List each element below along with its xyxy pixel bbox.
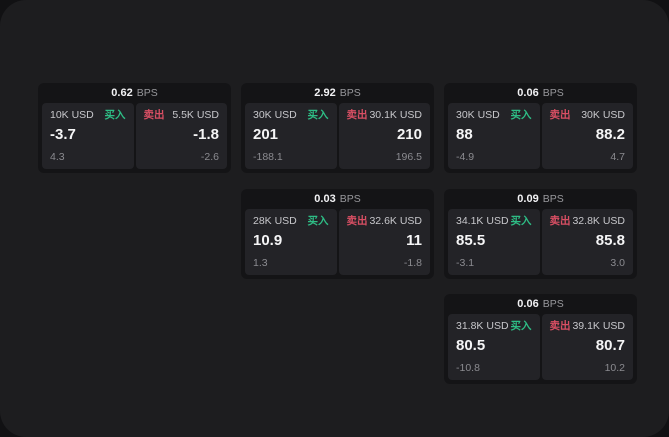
bps-value: 0.06: [517, 297, 539, 310]
buy-label: 买入: [307, 215, 329, 227]
sell-amount: 39.1K USD: [572, 320, 625, 332]
sell-change: 4.7: [610, 150, 625, 163]
sell-label: 卖出: [346, 215, 368, 227]
sell-change: -1.8: [403, 256, 422, 269]
sell-price: 210: [396, 125, 422, 143]
quote-card: 0.03 BPS 28K USD 买入 10.9 1.3 卖出 32.6K US…: [241, 189, 434, 279]
card-header: 0.03 BPS: [241, 189, 434, 209]
buy-change: 1.3: [253, 256, 268, 269]
buy-label: 买入: [510, 215, 532, 227]
bps-value: 0.03: [314, 192, 336, 205]
buy-panel[interactable]: 34.1K USD 买入 85.5 -3.1: [448, 209, 540, 275]
sell-panel[interactable]: 卖出 30.1K USD 210 196.5: [338, 103, 430, 169]
buy-label: 买入: [510, 320, 532, 332]
card-body: 30K USD 买入 88 -4.9 卖出 30K USD 88.2 4.7: [444, 103, 637, 173]
buy-amount: 30K USD: [456, 109, 500, 121]
sell-price: 88.2: [595, 125, 625, 143]
buy-panel[interactable]: 31.8K USD 买入 80.5 -10.8: [448, 314, 540, 380]
sell-change: 196.5: [395, 150, 422, 163]
sell-amount: 30K USD: [581, 109, 625, 121]
quote-card: 2.92 BPS 30K USD 买入 201 -188.1 卖出 30.1K …: [241, 83, 434, 173]
buy-price: 80.5: [456, 336, 486, 354]
sell-panel[interactable]: 卖出 39.1K USD 80.7 10.2: [541, 314, 633, 380]
sell-price: 80.7: [595, 336, 625, 354]
card-header: 0.06 BPS: [444, 294, 637, 314]
buy-amount: 34.1K USD: [456, 215, 509, 227]
card-body: 28K USD 买入 10.9 1.3 卖出 32.6K USD 11 -1.8: [241, 209, 434, 279]
bps-unit-label: BPS: [542, 86, 564, 99]
sell-label: 卖出: [549, 320, 571, 332]
buy-amount: 30K USD: [253, 109, 297, 121]
buy-panel[interactable]: 30K USD 买入 201 -188.1: [245, 103, 337, 169]
buy-change: -188.1: [253, 150, 283, 163]
card-body: 10K USD 买入 -3.7 4.3 卖出 5.5K USD -1.8 -2.…: [38, 103, 231, 173]
card-header: 2.92 BPS: [241, 83, 434, 103]
bps-value: 0.06: [517, 86, 539, 99]
buy-panel[interactable]: 28K USD 买入 10.9 1.3: [245, 209, 337, 275]
sell-price: 85.8: [595, 231, 625, 249]
card-header: 0.62 BPS: [38, 83, 231, 103]
sell-amount: 32.6K USD: [369, 215, 422, 227]
buy-label: 买入: [104, 109, 126, 121]
sell-label: 卖出: [143, 109, 165, 121]
bps-value: 2.92: [314, 86, 336, 99]
buy-change: -4.9: [456, 150, 475, 163]
sell-label: 卖出: [549, 109, 571, 121]
sell-panel[interactable]: 卖出 32.6K USD 11 -1.8: [338, 209, 430, 275]
buy-price: -3.7: [50, 125, 76, 143]
sell-amount: 30.1K USD: [369, 109, 422, 121]
buy-amount: 31.8K USD: [456, 320, 509, 332]
buy-change: 4.3: [50, 150, 65, 163]
bps-unit-label: BPS: [339, 86, 361, 99]
card-header: 0.09 BPS: [444, 189, 637, 209]
sell-label: 卖出: [346, 109, 368, 121]
sell-price: 11: [406, 231, 422, 249]
sell-panel[interactable]: 卖出 5.5K USD -1.8 -2.6: [135, 103, 227, 169]
buy-panel[interactable]: 30K USD 买入 88 -4.9: [448, 103, 540, 169]
card-body: 34.1K USD 买入 85.5 -3.1 卖出 32.8K USD 85.8…: [444, 209, 637, 279]
buy-amount: 28K USD: [253, 215, 297, 227]
buy-change: -3.1: [456, 256, 475, 269]
buy-price: 88: [456, 125, 473, 143]
sell-panel[interactable]: 卖出 32.8K USD 85.8 3.0: [541, 209, 633, 275]
sell-panel[interactable]: 卖出 30K USD 88.2 4.7: [541, 103, 633, 169]
quote-card: 0.06 BPS 30K USD 买入 88 -4.9 卖出 30K USD 8…: [444, 83, 637, 173]
bps-unit-label: BPS: [136, 86, 158, 99]
buy-label: 买入: [510, 109, 532, 121]
bps-value: 0.62: [111, 86, 133, 99]
sell-price: -1.8: [193, 125, 219, 143]
sell-change: 3.0: [610, 256, 625, 269]
buy-price: 201: [253, 125, 279, 143]
buy-change: -10.8: [456, 361, 480, 374]
bps-value: 0.09: [517, 192, 539, 205]
buy-price: 85.5: [456, 231, 486, 249]
bps-unit-label: BPS: [542, 192, 564, 205]
buy-price: 10.9: [253, 231, 283, 249]
sell-change: 10.2: [604, 361, 625, 374]
quote-card: 0.06 BPS 31.8K USD 买入 80.5 -10.8 卖出 39.1…: [444, 294, 637, 384]
quote-card: 0.09 BPS 34.1K USD 买入 85.5 -3.1 卖出 32.8K…: [444, 189, 637, 279]
card-header: 0.06 BPS: [444, 83, 637, 103]
sell-label: 卖出: [549, 215, 571, 227]
sell-change: -2.6: [200, 150, 219, 163]
quote-card: 0.62 BPS 10K USD 买入 -3.7 4.3 卖出 5.5K USD…: [38, 83, 231, 173]
sell-amount: 32.8K USD: [572, 215, 625, 227]
sell-amount: 5.5K USD: [172, 109, 219, 121]
buy-panel[interactable]: 10K USD 买入 -3.7 4.3: [42, 103, 134, 169]
bps-unit-label: BPS: [339, 192, 361, 205]
buy-label: 买入: [307, 109, 329, 121]
bps-unit-label: BPS: [542, 297, 564, 310]
card-body: 30K USD 买入 201 -188.1 卖出 30.1K USD 210 1…: [241, 103, 434, 173]
card-body: 31.8K USD 买入 80.5 -10.8 卖出 39.1K USD 80.…: [444, 314, 637, 384]
buy-amount: 10K USD: [50, 109, 94, 121]
